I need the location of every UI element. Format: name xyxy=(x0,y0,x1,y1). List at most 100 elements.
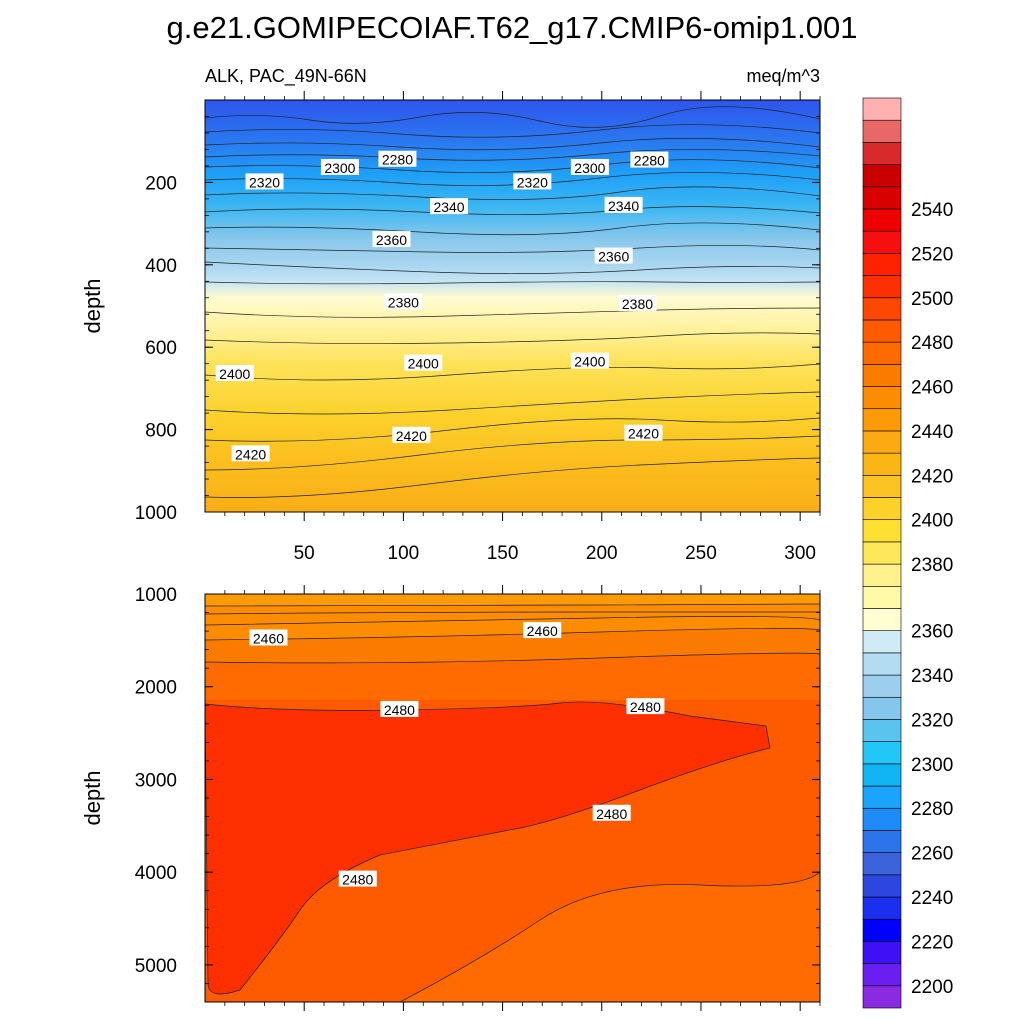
upper-contour-label-text: 2360 xyxy=(376,232,407,248)
colorbar-swatch xyxy=(862,763,902,787)
upper-x-tick-label: 200 xyxy=(586,543,618,564)
upper-contour-label: 2420 xyxy=(231,445,270,462)
upper-contour-label: 2340 xyxy=(430,198,469,215)
colorbar-swatch xyxy=(862,719,902,742)
upper-contour-label-box xyxy=(513,173,552,190)
colorbar-swatch xyxy=(862,297,902,321)
colorbar-swatch xyxy=(862,696,902,720)
colorbar-swatch xyxy=(862,452,902,476)
upper-contour-label: 2420 xyxy=(392,426,431,444)
lower-contour-label-box xyxy=(338,870,377,887)
colorbar-swatch xyxy=(862,741,902,765)
upper-x-tick-label: 100 xyxy=(388,543,420,564)
lower-y-tick-label: 1000 xyxy=(135,585,177,606)
upper-contour-label: 2320 xyxy=(245,173,284,190)
upper-contour-label-box xyxy=(594,247,633,264)
upper-contour-labels: 2280 2300 2320 2280 2300 2320 2340 2340 2360 2360… xyxy=(215,150,669,462)
lower-contour-label-box xyxy=(249,629,288,646)
upper-contour-label: 2360 xyxy=(594,247,633,265)
upper-contour-label-box xyxy=(430,198,469,215)
colorbar-tick-label: 2440 xyxy=(911,422,953,443)
upper-contour-label-text: 2280 xyxy=(382,152,413,168)
colorbar xyxy=(862,97,902,1009)
upper-contour-label-box xyxy=(570,158,609,175)
upper-contour-label-text: 2300 xyxy=(324,160,355,176)
lower-panel: 1000 2000 3000 4000 5000 2460 2460 2480 2480 248… xyxy=(80,585,821,1011)
upper-contour-label-box xyxy=(231,445,270,462)
lower-contour-labels: 2460 2460 2480 2480 2480 2480 xyxy=(249,622,665,888)
lower-y-tick-label: 5000 xyxy=(135,956,177,977)
upper-contour-label-text: 2320 xyxy=(249,174,280,190)
colorbar-tick-label: 2260 xyxy=(911,844,953,865)
colorbar-swatch xyxy=(862,608,902,631)
upper-contour-label-text: 2340 xyxy=(433,199,464,215)
lower-contour-label-box xyxy=(380,700,419,717)
upper-y-axis: 200 400 600 800 1000 xyxy=(135,99,820,524)
upper-y-tick-label: 800 xyxy=(145,421,177,442)
colorbar-tick-label: 2500 xyxy=(911,289,953,310)
colorbar-swatch xyxy=(862,475,902,498)
lower-contour-label-text: 2460 xyxy=(527,623,558,639)
colorbar-swatch xyxy=(862,208,902,232)
colorbar-tick-label: 2460 xyxy=(911,378,953,399)
lower-contour-label-text: 2480 xyxy=(342,872,373,888)
lower-contour-label-text: 2480 xyxy=(384,702,415,718)
colorbar-tick-label: 2200 xyxy=(911,977,953,998)
colorbar-swatch xyxy=(862,807,902,831)
colorbar-swatch xyxy=(862,830,902,853)
colorbar-tick-label: 2420 xyxy=(911,466,953,487)
upper-contour-lines xyxy=(205,106,820,498)
upper-contour-label-text: 2300 xyxy=(574,160,605,176)
colorbar-swatch xyxy=(862,164,902,188)
band-2480-core xyxy=(205,701,770,994)
upper-contour-label-box xyxy=(624,424,663,441)
colorbar-swatch xyxy=(862,563,902,587)
upper-contour-label-text: 2360 xyxy=(598,249,629,265)
upper-x-axis: 50 100 150 200 250 300 xyxy=(224,91,821,564)
upper-contour-label: 2280 xyxy=(378,150,417,168)
lower-contour-label: 2480 xyxy=(626,698,665,715)
lower-contour-label: 2480 xyxy=(592,804,631,822)
colorbar-tick-labels: 2200 2220 2240 2260 2280 2300 2320 2340 2360 2380… xyxy=(911,200,953,998)
upper-contour-label-box xyxy=(372,231,411,248)
upper-contour-label-text: 2400 xyxy=(219,366,250,382)
upper-contour-label-text: 2380 xyxy=(388,295,419,311)
colorbar-tick-label: 2520 xyxy=(911,244,953,265)
colorbar-tick-label: 2240 xyxy=(911,888,953,909)
upper-contour-label: 2360 xyxy=(372,231,411,248)
upper-contour-label: 2300 xyxy=(320,158,359,176)
upper-contour-label-box xyxy=(630,151,669,168)
colorbar-swatch xyxy=(862,630,902,654)
upper-contour-label: 2380 xyxy=(618,294,657,312)
lower-y-tick-label: 2000 xyxy=(135,678,177,699)
colorbar-swatch xyxy=(862,985,902,1009)
colorbar-swatch xyxy=(862,341,902,365)
upper-y-axis-title: depth xyxy=(80,278,105,333)
units-label: meq/m^3 xyxy=(747,66,820,86)
colorbar-swatch xyxy=(862,918,902,942)
upper-contour-label: 2400 xyxy=(570,352,609,370)
colorbar-swatch xyxy=(862,674,902,698)
band-2440 xyxy=(205,594,820,607)
upper-contour-label-box xyxy=(618,294,657,311)
upper-contour-label-text: 2340 xyxy=(608,198,639,214)
band-2470-deep xyxy=(400,872,820,1002)
colorbar-swatch xyxy=(862,896,902,920)
lower-contour-lines xyxy=(205,603,820,1002)
colorbar-tick-label: 2340 xyxy=(911,666,953,687)
lower-y-tick-label: 4000 xyxy=(135,863,177,884)
colorbar-tick-label: 2400 xyxy=(911,511,953,532)
upper-y-tick-label: 600 xyxy=(145,338,177,359)
colorbar-swatch xyxy=(862,541,902,565)
upper-contour-label: 2300 xyxy=(570,158,609,176)
colorbar-swatch xyxy=(862,97,902,121)
colorbar-swatch xyxy=(862,941,902,964)
upper-contour-label: 2380 xyxy=(384,293,423,311)
upper-panel-fill xyxy=(205,100,820,512)
colorbar-tick-label: 2280 xyxy=(911,799,953,820)
upper-contour-label-text: 2420 xyxy=(235,446,266,462)
upper-contour-label-box xyxy=(320,158,359,175)
upper-contour-label: 2340 xyxy=(604,196,643,214)
colorbar-swatch xyxy=(862,652,902,676)
